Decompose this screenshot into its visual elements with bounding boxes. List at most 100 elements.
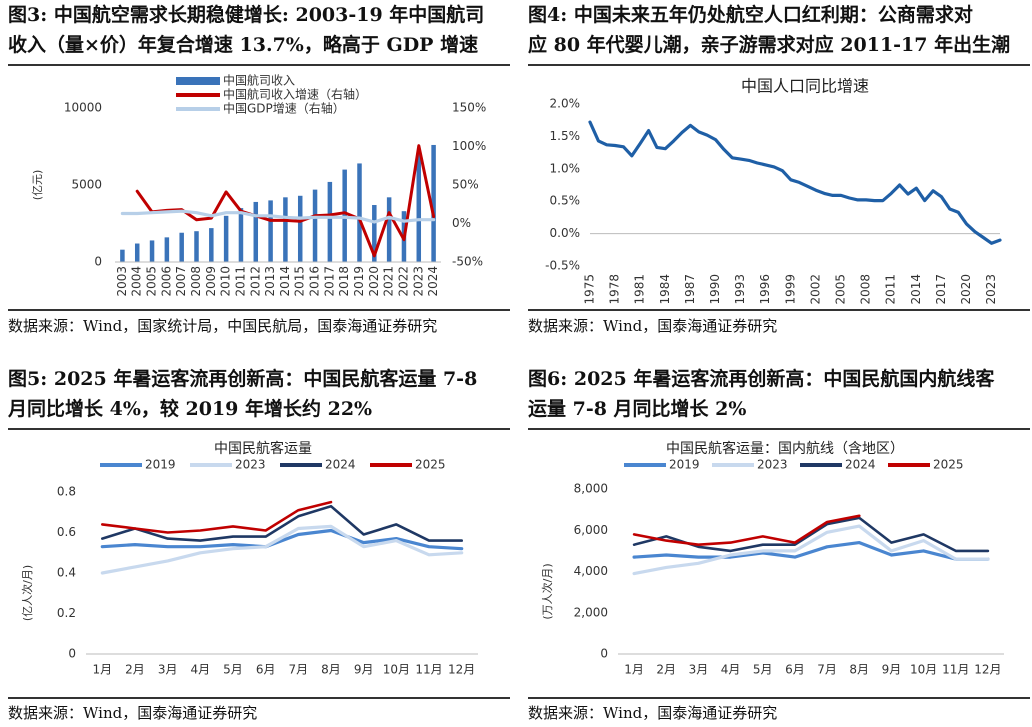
bar [327, 181, 333, 262]
figure-6-source-rule [528, 697, 1030, 699]
figure-6-panel: 图6: 2025 年暑运客流再创新高：中国民航国内航线客 运量 7-8 月同比增… [528, 364, 1030, 727]
bar [386, 197, 392, 262]
x-tick: 3月 [158, 663, 178, 677]
y-tick-right-0: -50% [452, 255, 483, 269]
x-tick: 4月 [191, 663, 211, 677]
x-tick: 2011 [233, 266, 247, 297]
legend-label-2023: 2023 [757, 458, 788, 472]
bar [179, 232, 184, 262]
x-tick: 10月 [910, 663, 937, 677]
x-tick: 10月 [383, 663, 410, 677]
bar [372, 205, 377, 262]
x-tick: 8月 [849, 663, 869, 677]
x-tick: 8月 [321, 663, 341, 677]
y-tick: 2.0% [550, 97, 581, 111]
bar [297, 195, 303, 262]
legend-label-2024: 2024 [845, 458, 876, 472]
x-tick: 2014 [278, 266, 292, 297]
y-tick: 1.5% [550, 129, 581, 143]
y-tick: 0.5% [550, 194, 581, 208]
x-tick: 1月 [624, 663, 644, 677]
series-line-2023 [632, 524, 990, 576]
x-tick: 1月 [93, 663, 113, 677]
series-line-2024 [101, 504, 463, 542]
x-tick: 5月 [223, 663, 243, 677]
series-line [588, 120, 1002, 245]
figure-5-title-rule [8, 428, 510, 430]
figure-3-title: 图3: 中国航空需求长期稳健增长: 2003-19 年中国航司 收入（量×价）年… [8, 4, 485, 56]
series-line-2019 [632, 541, 990, 561]
x-tick: 1993 [733, 274, 747, 305]
bar [194, 231, 199, 262]
y-tick-right-2: 50% [452, 178, 479, 192]
figure-6-source: 数据来源：Wind，国泰海通证券研究 [528, 704, 778, 722]
y-tick: 0 [600, 647, 608, 661]
figure-3-title-rule [8, 64, 510, 66]
x-tick: 6月 [785, 663, 805, 677]
x-tick: 2012 [248, 266, 262, 297]
x-tick: 2020 [959, 274, 973, 305]
bar [268, 200, 273, 262]
y-tick: 1.0% [550, 161, 581, 175]
y-tick: 0 [68, 647, 76, 661]
x-tick: 1978 [608, 274, 622, 305]
series-line-2 [120, 209, 436, 224]
x-tick: 2002 [808, 274, 822, 305]
legend-label-2023: 2023 [235, 458, 266, 472]
y-tick: 2,000 [574, 605, 608, 619]
figure-3-source-rule [8, 309, 510, 311]
figure-6-title-rule [528, 428, 1030, 430]
x-tick: 2006 [159, 266, 173, 297]
x-tick: 2020 [367, 266, 381, 297]
legend-label-2025: 2025 [415, 458, 446, 472]
x-tick: 2013 [263, 266, 277, 297]
figure-5-source: 数据来源：Wind，国泰海通证券研究 [8, 704, 258, 722]
x-tick: 2005 [834, 274, 848, 305]
x-tick: 2019 [352, 266, 366, 297]
x-tick: 4月 [721, 663, 741, 677]
series-line-2019 [100, 528, 464, 551]
x-tick: 2008 [189, 266, 203, 297]
y-tick-left-0: 0 [94, 255, 102, 269]
legend-label-2025: 2025 [933, 458, 964, 472]
legend-label-1: 中国航司收入增速（右轴） [223, 87, 367, 102]
x-tick: 2018 [337, 266, 351, 297]
x-tick: 1999 [783, 274, 797, 305]
y-axis-label: (万人次/月) [540, 563, 554, 619]
series-line-2023 [100, 524, 464, 575]
x-tick: 6月 [256, 663, 276, 677]
y-tick-left-1: 5000 [71, 178, 102, 192]
x-tick: 1996 [758, 274, 772, 305]
figure-3-source: 数据来源：Wind，国家统计局，中国民航局，国泰海通证券研究 [8, 317, 438, 335]
chart-title: 中国民航客运量 [214, 440, 312, 457]
series-line-2025 [101, 500, 333, 534]
bar [149, 240, 155, 262]
x-tick: 2007 [174, 266, 188, 297]
figure-5-panel: 图5: 2025 年暑运客流再创新高：中国民航客运量 7-8 月同比增长 4%，… [8, 364, 510, 727]
bar [238, 208, 244, 262]
x-tick: 12月 [974, 663, 1001, 677]
x-tick: 2011 [884, 274, 898, 305]
x-tick: 2010 [219, 266, 233, 297]
x-tick: 2014 [909, 274, 923, 305]
y-tick: 6,000 [574, 523, 608, 537]
y-tick: 0.0% [550, 226, 581, 240]
x-tick: 2009 [204, 266, 218, 297]
bar [164, 237, 170, 262]
figure-4-chart: 中国人口同比增速 -0.5% 0.0% 0.5% 1.0% 1.5% 2.0% 1975 197… [545, 77, 1002, 305]
x-tick: 2015 [293, 266, 307, 297]
x-tick: 2005 [145, 266, 159, 297]
x-tick: 9月 [882, 663, 902, 677]
x-tick: 2月 [125, 663, 145, 677]
bar [357, 163, 362, 262]
bar [223, 215, 229, 262]
y-tick: 8,000 [574, 482, 608, 496]
legend-label-2: 中国GDP增速（右轴） [223, 101, 345, 116]
x-tick: 2月 [656, 663, 676, 677]
legend-label-2019: 2019 [145, 458, 176, 472]
bar [312, 189, 318, 262]
y-tick-right-1: 0% [452, 216, 471, 230]
x-tick: 1990 [708, 274, 722, 305]
x-tick: 1987 [683, 274, 697, 305]
figure-4-source-rule [528, 309, 1030, 311]
